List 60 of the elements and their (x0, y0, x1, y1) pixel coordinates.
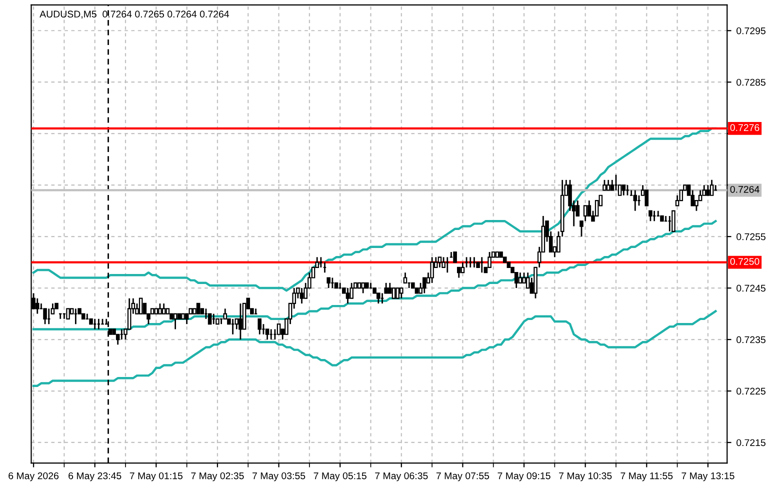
ref-line-label: 0.7250 (730, 258, 760, 265)
x-tick-label: 7 May 10:35 (559, 472, 612, 482)
candlestick (602, 179, 606, 191)
candlestick (238, 302, 242, 340)
x-tick-label: 7 May 05:15 (314, 472, 366, 482)
candlestick (403, 272, 408, 284)
candlestick (162, 302, 166, 314)
x-tick-label: 6 May 2026 (8, 472, 59, 482)
candlestick (300, 287, 304, 304)
candlestick (580, 220, 584, 238)
ref-line-label: 0.7276 (730, 124, 760, 132)
candlestick (518, 272, 522, 284)
candlestick (346, 287, 350, 304)
candlestick (396, 287, 400, 299)
x-tick-label: 7 May 11:55 (620, 472, 673, 482)
candlestick (422, 277, 426, 294)
candlestick (66, 308, 70, 320)
candlestick (400, 287, 404, 300)
ref-line-label: 0.7264 (730, 186, 760, 193)
candlestick (606, 179, 610, 191)
candlestick (138, 298, 143, 314)
y-tick-label: 0.7285 (736, 78, 766, 86)
candlestick (196, 302, 200, 314)
candlestick (644, 190, 649, 206)
candlestick (326, 277, 330, 289)
candlestick (622, 184, 626, 196)
candlestick (453, 251, 457, 263)
candlestick (158, 302, 162, 314)
candlestick (610, 179, 614, 191)
candlestick (43, 308, 47, 325)
candlestick (392, 287, 396, 299)
candlestick (706, 184, 710, 196)
candlestick (430, 256, 434, 284)
candlestick (350, 282, 354, 300)
candlestick (361, 282, 365, 294)
y-tick-label: 0.7235 (736, 336, 766, 344)
y-tick-label: 0.7255 (736, 233, 766, 240)
line-series (32, 310, 717, 387)
candlestick (633, 190, 638, 212)
x-tick-label: 7 May 13:15 (682, 472, 734, 482)
x-tick-label: 7 May 02:35 (191, 472, 244, 482)
candlestick (442, 256, 446, 268)
y-tick-label: 0.7215 (736, 439, 766, 446)
candlestick (648, 210, 652, 222)
candlestick (438, 256, 442, 268)
candlestick (672, 210, 676, 232)
candlestick (173, 313, 178, 330)
y-tick-label: 0.7225 (736, 388, 766, 395)
x-tick-label: 6 May 23:45 (68, 472, 122, 482)
x-tick-label: 7 May 06:35 (375, 472, 428, 482)
candlestick (258, 318, 262, 336)
y-tick-label: 0.7295 (736, 27, 766, 34)
x-tick-label: 7 May 09:15 (498, 472, 550, 482)
candlestick (456, 266, 461, 278)
x-tick-label: 7 May 07:55 (436, 472, 490, 482)
x-tick-label: 7 May 01:15 (130, 472, 183, 482)
candlestick (710, 179, 714, 196)
candlestick (35, 298, 40, 314)
x-tick-label: 7 May 03:55 (252, 472, 306, 482)
y-tick-label: 0.7245 (736, 284, 766, 292)
